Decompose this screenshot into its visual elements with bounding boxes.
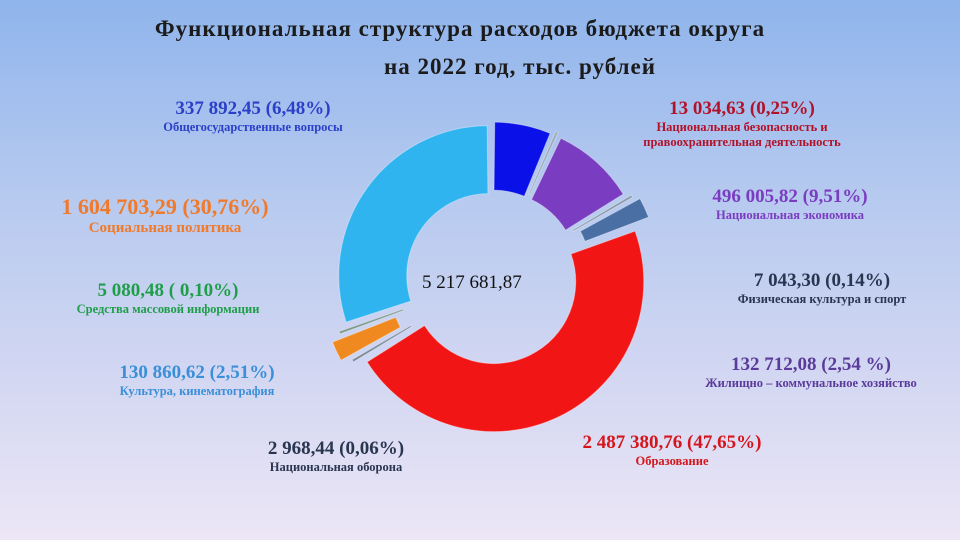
label-caption: Национальная оборона — [269, 460, 403, 474]
slice-education — [366, 230, 645, 433]
label-defense: 2 968,44 (0,06%) Национальная оборона — [246, 438, 426, 475]
slice-defense — [351, 324, 413, 363]
label-caption: Физическая культура и спорт — [737, 292, 907, 306]
label-national-economy: 496 005,82 (9,51%) Национальная экономик… — [685, 186, 895, 223]
label-value: 13 034,63 (0,25%) — [669, 98, 815, 119]
label-national-security: 13 034,63 (0,25%) Национальная безопасно… — [612, 98, 872, 150]
label-value: 130 860,62 (2,51%) — [119, 362, 275, 383]
total-label: 5 217 681,87 — [422, 272, 522, 293]
label-value: 2 968,44 (0,06%) — [267, 438, 405, 459]
label-caption: Средства массовой информации — [76, 302, 260, 316]
label-social-policy: 1 604 703,29 (30,76%) Социальная политик… — [30, 194, 300, 237]
slice-national-economy — [530, 137, 624, 231]
label-general-issues: 337 892,45 (6,48%) Общегосударственные в… — [148, 98, 358, 135]
label-caption: Образование — [635, 454, 709, 468]
label-value: 2 487 380,76 (47,65%) — [582, 432, 762, 453]
label-value: 496 005,82 (9,51%) — [712, 186, 868, 207]
label-sport: 7 043,30 (0,14%) Физическая культура и с… — [712, 270, 932, 307]
slice-mass-media — [338, 308, 405, 335]
label-caption: Культура, кинематография — [119, 384, 275, 398]
label-value: 5 080,48 ( 0,10%) — [97, 280, 239, 301]
label-caption: Национальная безопасность и правоохранит… — [643, 120, 841, 149]
chart-title-line2: на 2022 год, тыс. рублей — [383, 54, 657, 79]
label-caption: Социальная политика — [88, 220, 242, 236]
slice-housing — [579, 197, 650, 242]
slice-general-issues — [493, 121, 551, 197]
label-value: 132 712,08 (2,54 %) — [731, 354, 891, 375]
slice-culture — [331, 316, 402, 361]
label-education: 2 487 380,76 (47,65%) Образование — [552, 432, 792, 469]
label-value: 337 892,45 (6,48%) — [175, 98, 331, 119]
slice-national-security — [528, 130, 559, 195]
slice-sport — [572, 194, 634, 232]
label-value: 1 604 703,29 (30,76%) — [61, 194, 269, 219]
label-value: 7 043,30 (0,14%) — [753, 270, 891, 291]
label-mass-media: 5 080,48 ( 0,10%) Средства массовой инфо… — [48, 280, 288, 317]
label-caption: Национальная экономика — [715, 208, 865, 222]
slice-social-policy — [338, 125, 489, 323]
label-caption: Общегосударственные вопросы — [163, 120, 343, 134]
chart-title-line1: Функциональная структура расходов бюджет… — [154, 16, 766, 41]
label-culture: 130 860,62 (2,51%) Культура, кинематогра… — [92, 362, 302, 399]
label-caption: Жилищно – коммунальное хозяйство — [705, 376, 917, 390]
label-housing: 132 712,08 (2,54 %) Жилищно – коммунальн… — [676, 354, 946, 391]
